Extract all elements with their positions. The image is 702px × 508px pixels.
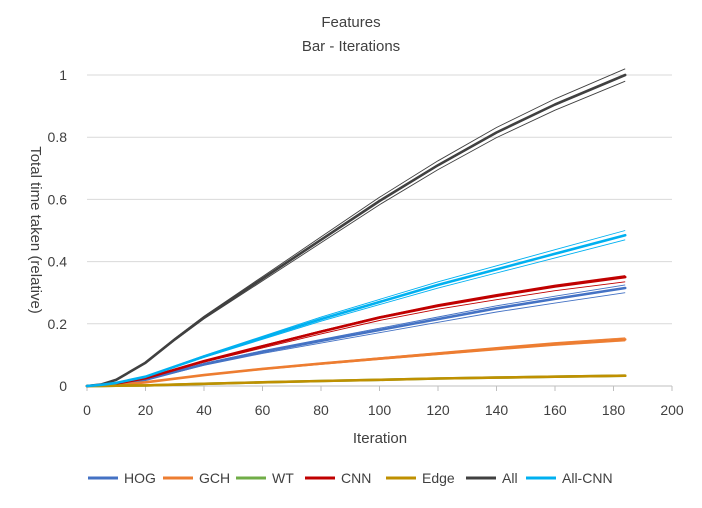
legend-item: All-CNN [526,470,613,486]
legend-label: WT [272,470,294,486]
series-band-lower [86,80,626,387]
x-tick-label: 100 [368,402,392,418]
gridlines [87,74,672,325]
y-tick-label: 0 [59,378,67,394]
x-axis-label: Iteration [353,430,407,447]
legend-label: Edge [422,470,455,486]
series-line-all-cnn [85,233,627,388]
legend-label: All-CNN [562,470,613,486]
x-tick-label: 200 [660,402,684,418]
series-line-edge [85,374,627,388]
y-tick-label: 1 [59,67,67,83]
x-tick-label: 120 [426,402,450,418]
x-tick-label: 180 [602,402,626,418]
series-lines [85,68,627,388]
y-tick-label: 0.6 [48,191,68,207]
x-tick-label: 20 [138,402,154,418]
legend-item: GCH [163,470,230,486]
legend-item: CNN [305,470,371,486]
axes: 0 0.2 0.4 0.6 0.8 1 0 20 40 60 80 100 120 140 160 180 20… [48,67,684,418]
chart-title: Features [321,14,380,31]
chart-subtitle: Bar - Iterations [302,38,400,55]
x-tick-label: 80 [313,402,329,418]
y-tick-label: 0.8 [48,129,68,145]
y-tick-label: 0.2 [48,316,68,332]
legend-label: HOG [124,470,156,486]
legend-item: All [466,470,518,486]
legend-label: GCH [199,470,230,486]
legend: HOG GCH WT CNN Edge All All-CNN [88,470,613,486]
y-axis-label: Total time taken (relative) [27,146,44,314]
x-tick-label: 60 [255,402,271,418]
x-tick-label: 40 [196,402,212,418]
y-tick-label: 0.4 [48,254,68,270]
legend-item: HOG [88,470,156,486]
legend-label: CNN [341,470,371,486]
legend-item: WT [236,470,294,486]
legend-item: Edge [386,470,455,486]
x-tick-label: 0 [83,402,91,418]
x-tick-label: 140 [485,402,509,418]
legend-label: All [502,470,518,486]
series-band-upper [86,68,626,387]
series-line-all [85,73,627,388]
x-tick-label: 160 [543,402,567,418]
